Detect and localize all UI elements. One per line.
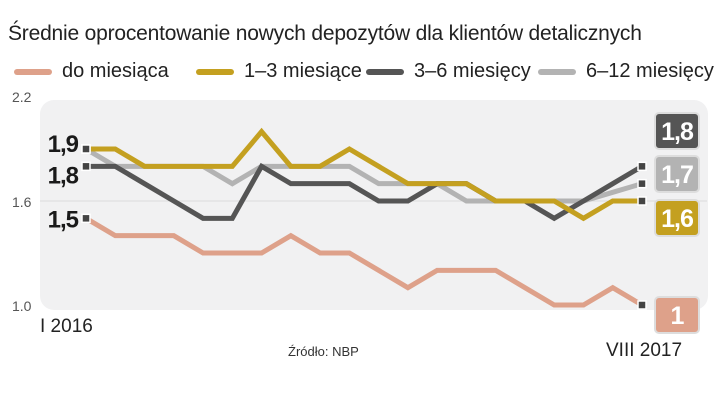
- end-value-label: 1,8: [661, 118, 694, 146]
- chart-title: Średnie oprocentowanie nowych depozytów …: [8, 22, 642, 45]
- series-line-1: [86, 127, 642, 222]
- legend-item-do-miesiaca: do miesiąca: [14, 60, 169, 83]
- endpoint-marker: [81, 213, 91, 224]
- y-tick-label: 2.2: [12, 89, 32, 105]
- endpoint-marker: [637, 300, 647, 310]
- series-line-2: [86, 162, 644, 222]
- legend-label: 1–3 miesiące: [244, 60, 362, 82]
- plot-background: [40, 100, 708, 310]
- end-value-box: [654, 155, 700, 193]
- endpoint-marker: [81, 161, 91, 172]
- end-value-box: [654, 199, 700, 237]
- legend-swatch: [366, 68, 404, 75]
- endpoint-marker: [637, 161, 647, 172]
- end-value-box: [654, 112, 700, 150]
- endpoint-marker: [81, 144, 91, 154]
- legend-label: 3–6 miesięcy: [414, 60, 531, 82]
- legend-label: do miesiąca: [62, 60, 169, 82]
- start-value-label: 1,5: [48, 206, 79, 233]
- legend-swatch: [196, 68, 234, 75]
- source-note: Źródło: NBP: [288, 344, 359, 359]
- x-end-label: VIII 2017: [606, 340, 683, 361]
- endpoint-marker: [637, 178, 647, 189]
- legend-item-1-3: 1–3 miesiące: [196, 60, 362, 83]
- legend: do miesiąca 1–3 miesiące 3–6 miesięcy 6–…: [0, 60, 720, 86]
- start-value-label: 1,9: [48, 131, 79, 158]
- end-value-box: [654, 296, 700, 334]
- end-value-label: 1,6: [661, 205, 693, 233]
- x-start-label: I 2016: [40, 316, 93, 337]
- legend-item-6-12: 6–12 miesięcy: [538, 60, 714, 83]
- series-line-0: [84, 216, 644, 308]
- legend-swatch: [14, 68, 52, 75]
- end-value-label: 1,7: [661, 161, 693, 189]
- legend-swatch: [538, 68, 576, 75]
- y-tick-label: 1.6: [12, 194, 32, 210]
- end-value-label: 1: [671, 302, 685, 330]
- legend-item-3-6: 3–6 miesięcy: [366, 60, 531, 83]
- endpoint-marker: [637, 196, 647, 206]
- start-value-label: 1,8: [48, 162, 79, 189]
- legend-label: 6–12 miesięcy: [586, 60, 714, 82]
- y-tick-label: 1.0: [12, 298, 32, 314]
